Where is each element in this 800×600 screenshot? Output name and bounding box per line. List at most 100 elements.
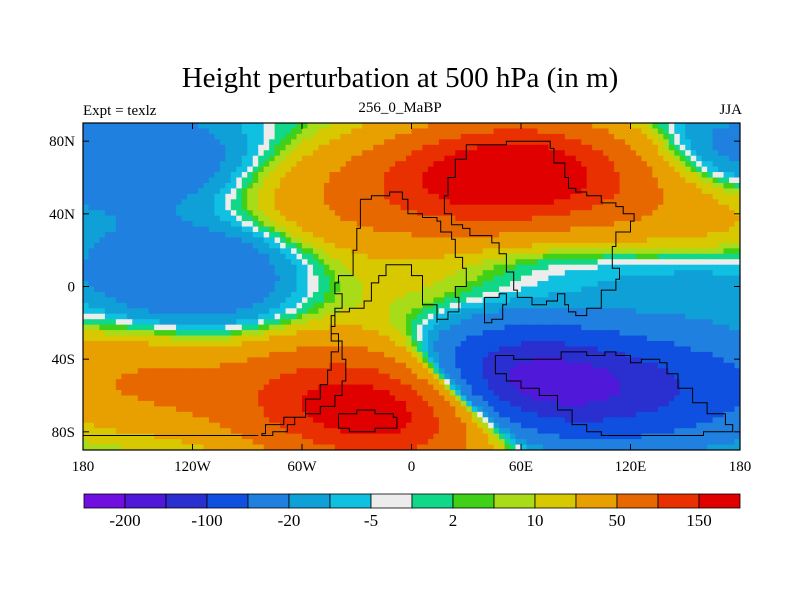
field-cell: [83, 253, 90, 260]
field-cell: [674, 308, 681, 315]
field-cell: [581, 123, 588, 130]
field-cell: [378, 199, 385, 206]
field-cell: [280, 248, 287, 255]
field-cell: [422, 259, 429, 266]
field-cell: [258, 319, 265, 326]
field-cell: [225, 166, 232, 173]
field-cell: [537, 291, 544, 298]
field-cell: [625, 199, 632, 206]
field-cell: [734, 286, 740, 293]
field-cell: [674, 291, 681, 298]
field-cell: [444, 253, 451, 260]
field-cell: [280, 319, 287, 326]
field-cell: [668, 324, 675, 331]
field-cell: [362, 248, 369, 255]
field-cell: [110, 155, 117, 162]
field-cell: [449, 253, 456, 260]
field-cell: [690, 232, 697, 239]
field-cell: [531, 199, 539, 206]
field-cell: [367, 248, 374, 255]
field-cell: [723, 270, 730, 277]
field-cell: [619, 275, 626, 282]
field-cell: [88, 226, 95, 233]
field-cell: [488, 188, 495, 195]
field-cell: [455, 150, 462, 157]
field-cell: [427, 275, 434, 282]
field-cell: [510, 248, 517, 255]
field-cell: [269, 330, 276, 337]
field-cell: [83, 319, 90, 326]
field-cell: [247, 182, 254, 189]
field-cell: [225, 330, 232, 337]
field-cell: [597, 210, 604, 217]
field-cell: [510, 237, 517, 244]
field-cell: [378, 221, 385, 228]
field-cell: [258, 324, 265, 331]
field-cell: [499, 242, 506, 249]
field-cell: [641, 166, 648, 173]
field-cell: [143, 308, 150, 315]
field-cell: [302, 259, 309, 266]
field-cell: [526, 341, 533, 348]
field-cell: [641, 204, 648, 211]
field-cell: [225, 259, 232, 266]
field-cell: [312, 242, 320, 249]
field-cell: [652, 308, 659, 315]
field-cell: [126, 221, 133, 228]
field-cell: [652, 286, 659, 293]
field-cell: [323, 286, 330, 293]
field-cell: [115, 330, 122, 337]
field-cell: [274, 226, 281, 233]
field-cell: [455, 319, 462, 326]
field-cell: [625, 123, 632, 130]
field-cell: [389, 302, 396, 309]
field-cell: [176, 139, 183, 146]
field-cell: [356, 161, 363, 168]
field-cell: [635, 177, 643, 184]
field-cell: [542, 177, 549, 184]
field-cell: [323, 281, 330, 288]
field-cell: [137, 193, 144, 200]
field-cell: [225, 133, 232, 140]
field-cell: [597, 172, 604, 179]
field-cell: [701, 324, 708, 331]
field-cell: [411, 259, 418, 266]
field-cell: [93, 297, 101, 304]
field-cell: [657, 341, 664, 348]
field-cell: [351, 193, 358, 200]
field-cell: [482, 270, 489, 277]
field-cell: [137, 128, 144, 135]
field-cell: [230, 341, 237, 348]
field-cell: [455, 215, 462, 222]
field-cell: [614, 204, 621, 211]
field-cell: [197, 313, 205, 320]
field-cell: [718, 139, 725, 146]
field-cell: [685, 297, 692, 304]
field-cell: [625, 330, 632, 337]
field-cell: [406, 128, 413, 135]
field-cell: [406, 123, 413, 130]
field-cell: [575, 144, 582, 151]
field-cell: [121, 281, 128, 288]
field-cell: [685, 264, 692, 271]
field-cell: [433, 330, 440, 337]
field-cell: [230, 193, 237, 200]
field-cell: [493, 182, 500, 189]
field-cell: [93, 281, 101, 288]
field-cell: [258, 226, 265, 233]
field-cell: [515, 215, 522, 222]
field-cell: [701, 237, 708, 244]
field-cell: [625, 215, 632, 222]
field-cell: [356, 264, 363, 271]
field-cell: [619, 264, 626, 271]
field-cell: [603, 199, 610, 206]
field-cell: [230, 232, 237, 239]
field-cell: [159, 302, 166, 309]
field-cell: [203, 259, 210, 266]
field-cell: [307, 144, 314, 151]
field-cell: [318, 199, 325, 206]
field-cell: [564, 204, 571, 211]
field-cell: [657, 313, 664, 320]
field-cell: [608, 341, 615, 348]
field-cell: [444, 182, 451, 189]
